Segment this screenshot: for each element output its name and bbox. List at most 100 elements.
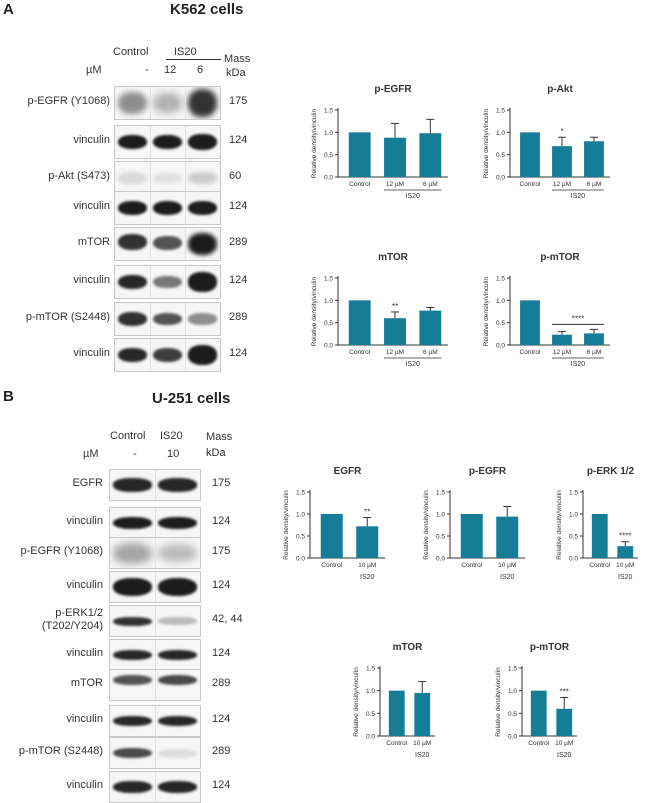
chart-3-x-tick-label: Control [520, 349, 542, 356]
chart-3-y-tick-label: 0.5 [496, 320, 505, 327]
chart-7-y-tick-label: 0.5 [366, 711, 375, 718]
chart-5-title: p-EGFR [469, 466, 507, 477]
chart-1-x-tick-label: 6 µM [587, 181, 602, 188]
panel-b-letter: B [3, 388, 14, 405]
chart-5-group-label: IS20 [500, 574, 515, 581]
chart-8-bar [556, 708, 573, 736]
panel-b-blot-band [113, 781, 152, 793]
chart-6-bar [591, 514, 608, 558]
panel-b-blot-label-text: vinculin [66, 713, 103, 725]
chart-4-y-tick-label: 0.5 [296, 534, 305, 541]
panel-a-lane-divider [185, 192, 186, 224]
panel-b-blot-mass: 124 [212, 713, 231, 725]
panel-a-blot-mass: 124 [229, 347, 248, 359]
chart-1-x-tick-label: Control [520, 181, 542, 188]
chart-6-y-tick-label: 1.5 [569, 490, 578, 497]
panel-b-blot-band [113, 478, 152, 492]
chart-6-x-tick-label: 10 µM [616, 562, 634, 569]
chart-4-y-tick-label: 1.0 [296, 512, 305, 519]
panel-a-blot-label-text: p-mTOR (S2448) [25, 311, 110, 323]
panel-a-dose-0: - [145, 64, 149, 76]
chart-0-y-tick-label: 0.0 [324, 175, 333, 182]
panel-b-blot-label-text: mTOR [70, 677, 103, 689]
chart-4-group-label: IS20 [360, 574, 375, 581]
chart-7-title: mTOR [393, 642, 424, 653]
panel-b-blot-label-text: p-EGFR (Y1068) [20, 545, 103, 557]
panel-a-blot-band [153, 200, 182, 216]
panel-b-blot-label-text-2: (T202/Y204) [41, 620, 103, 632]
chart-1-y-tick-label: 0.0 [496, 175, 505, 182]
panel-a-mass-unit: kDa [226, 67, 246, 79]
panel-a-lane-divider [185, 87, 186, 119]
panel-a-blot-label-text: p-Akt (S473) [48, 170, 110, 182]
panel-a-blot-strip [114, 125, 221, 159]
panel-a-blot-band [188, 345, 217, 365]
panel-b-dose-1: 10 [167, 448, 180, 460]
chart-8-bar [530, 690, 547, 736]
panel-a-lane-divider [185, 303, 186, 335]
panel-b-lane-divider [155, 470, 156, 500]
panel-b-blot-strip [109, 537, 201, 569]
chart-2-x-tick-label: 6 µM [423, 349, 438, 356]
chart-8-title: p-mTOR [530, 642, 570, 653]
chart-8-y-label: Relative density/vinculin [495, 667, 502, 737]
panel-b-dose-0: - [133, 448, 137, 460]
chart-1-y-tick-label: 1.5 [496, 108, 505, 115]
panel-b-blot-mass: 289 [212, 677, 231, 689]
panel-b-blot-label-text: EGFR [72, 477, 103, 489]
chart-5-x-tick-label: 10 µM [498, 562, 516, 569]
panel-a-blot-label: vinculin [0, 347, 110, 360]
chart-2-bar [384, 318, 406, 345]
panel-a-blot-band [153, 347, 182, 363]
chart-3-y-tick-label: 0.0 [496, 343, 505, 350]
panel-b-blot-strip [109, 771, 201, 803]
panel-b-blot-strip [109, 669, 201, 701]
chart-3-bracket-label: **** [572, 314, 584, 323]
chart-2-significance: ** [392, 302, 398, 311]
panel-b-blot-strip [109, 705, 201, 737]
panel-b-blot-label: p-ERK1/2 (T202/Y204) [0, 607, 103, 633]
panel-b-blot-label: p-EGFR (Y1068) [0, 545, 103, 558]
panel-b-blot-band [158, 478, 197, 492]
chart-5-x-tick-label: Control [461, 562, 483, 569]
panel-b-blot-strip [109, 605, 201, 637]
panel-a-blot-mass: 175 [229, 95, 248, 107]
chart-2-bar [419, 310, 442, 345]
panel-a-blot-mass: 124 [229, 134, 248, 146]
panel-a-lane-divider [185, 126, 186, 158]
chart-8-group-label: IS20 [557, 752, 572, 759]
chart-1-title: p-Akt [547, 84, 573, 95]
chart-8-x-tick-label: 10 µM [555, 740, 573, 747]
chart-2-group-label: IS20 [405, 361, 420, 368]
panel-b-lane-divider [155, 738, 156, 768]
panel-b-blot-band [158, 674, 197, 686]
chart-5-y-tick-label: 1.5 [436, 490, 445, 497]
chart-1-bar [584, 141, 604, 177]
panel-a-blot-band [188, 313, 217, 325]
panel-a-blot-label-text: vinculin [73, 347, 110, 359]
panel-a-blot-band [118, 134, 147, 150]
panel-b-blot-label: p-mTOR (S2448) [0, 745, 103, 758]
panel-b-blot-label: EGFR [0, 477, 103, 490]
panel-a-blot-band [153, 134, 182, 150]
chart-6-bar [617, 546, 634, 558]
panel-b-lane-divider [155, 706, 156, 736]
chart-5-bar [460, 514, 483, 558]
chart-7-bar [388, 690, 405, 736]
panel-b-lane-divider [155, 772, 156, 802]
panel-a-blot-strip [114, 227, 221, 261]
panel-b-blot-band [113, 542, 152, 564]
panel-b-unit-label: µM [83, 448, 99, 460]
panel-b-blot-label: mTOR [0, 677, 103, 690]
chart-3-bar [552, 334, 572, 345]
panel-b-blot-mass: 175 [212, 545, 231, 557]
panel-b-blot-label-text: vinculin [66, 779, 103, 791]
panel-b-blot-mass: 124 [212, 647, 231, 659]
chart-0-group-label: IS20 [405, 193, 420, 200]
panel-b-blot-band [158, 544, 197, 562]
panel-a-blot-label-text: vinculin [73, 200, 110, 212]
panel-b-blot-band [113, 747, 152, 759]
panel-a-mass-title: Mass [224, 53, 251, 65]
panel-a-blot-band [188, 232, 217, 256]
panel-a-lane-divider [150, 339, 151, 371]
